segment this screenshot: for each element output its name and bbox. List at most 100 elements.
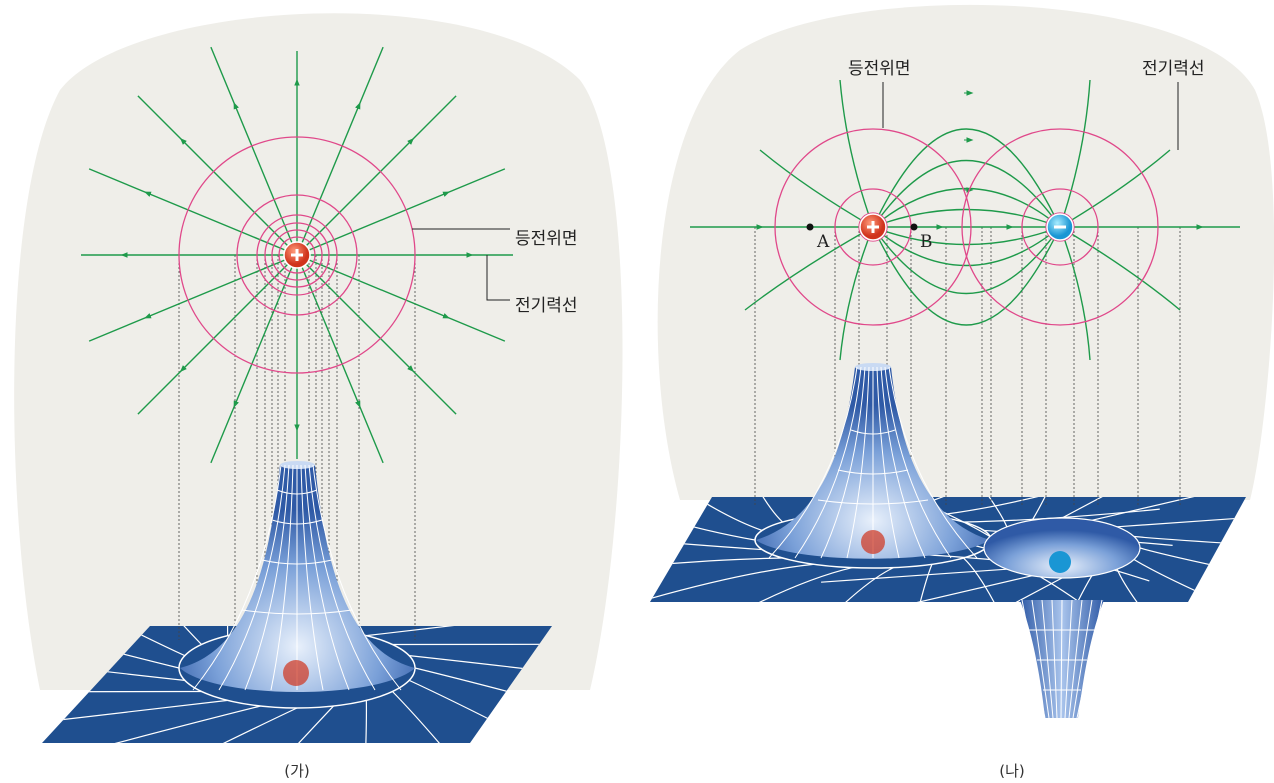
field-line [1059,149,1171,228]
point-marker [910,223,918,231]
equipotential [271,229,323,281]
surface-line [805,567,894,602]
surface-ring [837,469,909,475]
surface-line [1064,599,1073,719]
field-line [872,226,1061,267]
equipotential [1045,212,1075,242]
surface-line [888,366,978,559]
surface-line [1061,497,1164,519]
surface-line [300,464,324,691]
field-line [296,46,384,256]
equipotential [858,212,888,242]
equipotential [178,136,416,374]
field-line [88,168,298,256]
charge-image [861,530,885,554]
surface-line [879,497,991,538]
field-line [88,254,298,342]
surface-line [884,366,952,559]
surface-ring [850,429,896,435]
field-line [744,226,874,311]
surface-line [1031,599,1050,719]
labels: 등전위면 전기력선 등전위면 전기력선 A B (가) (나) [284,59,1204,780]
field-line [872,208,1061,228]
surface-line [652,497,763,531]
surface-line [414,667,552,710]
surface-line [1051,599,1058,719]
equipotential [1021,188,1099,266]
surface-line [100,705,261,743]
surface-line [1117,513,1246,528]
surface-line [876,575,1033,602]
surface-line [1091,497,1246,521]
surface-line [141,626,202,645]
field-arrow [442,313,450,319]
surface-line [931,497,1113,517]
surface-ring [817,499,929,505]
surface-line [1068,599,1083,719]
surface-line [876,366,900,559]
field-arrow [442,191,450,197]
field-arrow [144,313,152,319]
field-arrow [407,365,415,373]
surface-line [650,563,815,602]
label-field-line: 전기력선 [515,296,578,316]
point-label: B [920,232,933,252]
surface-line [880,366,926,559]
field-arrow [144,191,152,197]
field-line [872,226,1061,246]
field-line [759,149,874,228]
field-line [296,254,506,342]
surface-line [364,700,368,743]
field-line [137,95,298,256]
field-line [1059,226,1091,361]
label-equipotential: 등전위면 [515,229,578,249]
surface-line [846,366,870,559]
field-line [1059,79,1091,228]
charge-image [1049,551,1071,573]
surface-line [1072,599,1093,719]
surface-line [1139,547,1246,585]
field-line [839,79,874,228]
equipotential [256,214,338,296]
field-arrow [233,400,239,408]
surface-line [1076,599,1103,719]
field-line [872,187,1061,228]
surface-line [794,366,862,559]
field-line [210,254,298,464]
surface-line [909,564,933,602]
surface-line [192,464,282,691]
surface-line [960,577,1063,602]
field-line [296,254,384,464]
point-marker [806,223,814,231]
point-label: A [816,232,830,252]
surface-line [1060,599,1063,719]
field-line [296,95,457,256]
field-line [296,254,457,415]
field-arrow [179,365,187,373]
field-line [872,226,1061,326]
surface-line [1021,599,1046,719]
equipotential [264,222,330,288]
surface-line [735,497,784,523]
equipotential [961,128,1159,326]
field-line [839,226,874,361]
surface-line [270,464,294,691]
equipotential [774,128,972,326]
surface-line [244,464,290,691]
surface-line [1031,497,1065,521]
equipotential [236,194,358,316]
field-arrow [407,137,415,145]
label-field-line: 전기력선 [1142,59,1205,79]
field-arrow [233,102,239,110]
surface-line [1134,535,1246,550]
surface-line [226,626,230,636]
field-line [872,128,1061,228]
surface-line [270,705,334,743]
field-line [1059,226,1181,311]
field-line [210,46,298,256]
surface-line [650,557,783,572]
surface-line [42,699,228,723]
potential-well [983,517,1141,579]
artwork [14,4,1274,743]
